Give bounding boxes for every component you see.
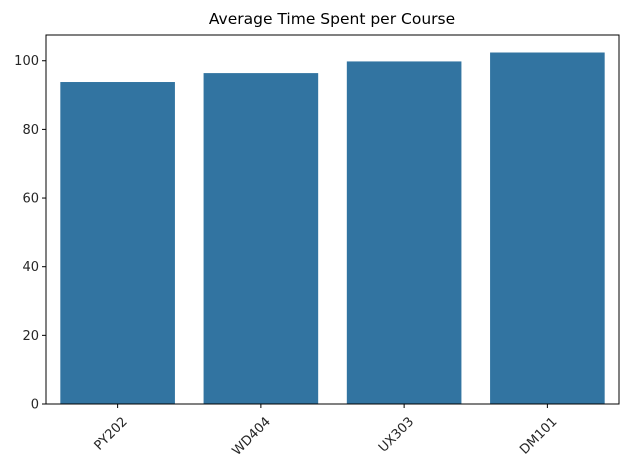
x-tick-label: PY202 <box>92 414 131 453</box>
bar-wd404 <box>203 73 319 405</box>
bar-dm101 <box>490 52 605 405</box>
plot-frame <box>45 34 620 405</box>
y-tick-label: 100 <box>14 54 39 69</box>
y-tick-label: 0 <box>31 398 39 413</box>
y-tick-label: 80 <box>22 123 39 138</box>
bar-py202 <box>60 82 175 404</box>
bars-group <box>60 52 605 405</box>
bar-ux303 <box>346 61 462 405</box>
y-tick-label: 40 <box>22 260 39 275</box>
chart-title: Average Time Spent per Course <box>209 10 455 28</box>
y-axis: 0 20 40 60 80 100 <box>14 54 46 413</box>
x-tick-label: UX303 <box>376 414 417 455</box>
y-tick-label: 60 <box>22 192 39 207</box>
y-tick-label: 20 <box>22 329 39 344</box>
x-tick-label: WD404 <box>230 414 274 458</box>
x-tick-label: DM101 <box>517 414 560 457</box>
x-axis: PY202 WD404 UX303 DM101 <box>92 404 560 459</box>
